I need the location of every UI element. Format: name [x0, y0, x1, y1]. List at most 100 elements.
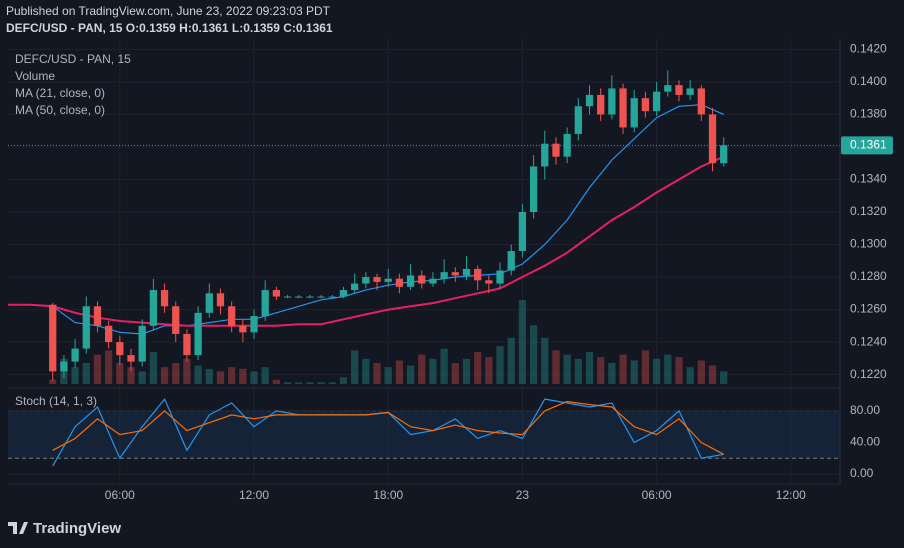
volume-bar [116, 363, 124, 384]
volume-bar [641, 350, 650, 384]
candle-body [183, 333, 191, 356]
candle-body [205, 293, 213, 313]
candle-body [82, 306, 90, 349]
candle-body [574, 106, 582, 134]
candle-body [429, 278, 437, 284]
candle-body [351, 283, 359, 291]
y-tick-label: 0.1300 [850, 237, 887, 251]
volume-bar [317, 382, 325, 384]
candle-body [708, 114, 717, 164]
x-tick-label: 06:00 [642, 488, 672, 502]
candle-body [272, 290, 281, 297]
candle-body [261, 290, 269, 317]
candle-body [228, 306, 236, 326]
volume-bar [686, 367, 694, 384]
candle-body [384, 278, 392, 282]
candle-body [462, 268, 471, 276]
x-tick-label: 18:00 [373, 488, 403, 502]
candle-body [720, 145, 728, 164]
last-price-box [841, 136, 893, 155]
volume-bar [216, 371, 225, 384]
candle-body [362, 277, 370, 284]
volume-bar [720, 371, 728, 384]
plot [8, 70, 840, 467]
candle-body [507, 251, 515, 271]
logo: TradingView [8, 520, 121, 537]
candle-body [563, 133, 571, 157]
volume-bar [384, 367, 392, 384]
candle-body [194, 312, 202, 356]
candle-body [283, 296, 292, 298]
candle-body [60, 361, 68, 372]
candle-body [295, 296, 303, 298]
candle-body [585, 94, 594, 107]
volume-bar [138, 371, 146, 384]
symbol-line: DEFC/USD - PAN, 15 O:0.1359 H:0.1361 L:0… [6, 21, 333, 35]
volume-bar [228, 367, 236, 384]
volume-bar [362, 358, 370, 384]
volume-bar [205, 368, 213, 384]
volume-bar [49, 379, 57, 384]
volume-bar [563, 354, 571, 384]
candle-body [216, 293, 225, 307]
candle-body [373, 277, 381, 282]
candle-body [675, 85, 683, 95]
volume-bar [261, 367, 269, 384]
volume-bar [608, 363, 616, 384]
volume-bar [630, 360, 638, 384]
volume-bar [373, 363, 381, 384]
legend-ma50: MA (50, close, 0) [15, 103, 105, 117]
candle-body [160, 290, 169, 307]
candle-body [686, 88, 694, 95]
legend-ma21: MA (21, close, 0) [15, 86, 105, 100]
candle-body [652, 91, 661, 112]
candle-body [541, 143, 549, 167]
y-tick-label: 0.1280 [850, 269, 887, 283]
published: Published on TradingView.com, June 23, 2… [6, 4, 331, 18]
candle-body [339, 290, 348, 297]
volume-bar [149, 352, 158, 384]
candle-body [608, 88, 616, 115]
y-tick-label: 0.1400 [850, 74, 887, 88]
y-tick-label: 0.1380 [850, 107, 887, 121]
volume-bar [283, 382, 292, 384]
y-tick-label: 0.1220 [850, 367, 887, 381]
candle-body [306, 296, 314, 298]
candle-body [149, 290, 158, 326]
candle-body [406, 275, 415, 287]
volume-bar [708, 365, 717, 384]
candle-body [138, 325, 146, 362]
candle-body [49, 304, 57, 372]
volume-bar [552, 350, 560, 384]
stoch-band-fill [8, 410, 840, 459]
volume-bar [82, 363, 90, 384]
candle-body [71, 348, 79, 362]
volume-bar [105, 350, 113, 384]
volume-bar [160, 367, 169, 384]
legend-stoch: Stoch (14, 1, 3) [15, 394, 97, 408]
volume-bar [664, 354, 672, 384]
volume-bar [127, 367, 135, 384]
x-tick-label: 12:00 [776, 488, 806, 502]
volume-bar [652, 358, 661, 384]
volume-bar [619, 354, 627, 384]
legend-volume: Volume [15, 69, 55, 83]
candle-body [440, 272, 448, 279]
candle-body [418, 275, 426, 284]
volume-bar [406, 365, 415, 384]
y-tick-label: 0.1340 [850, 172, 887, 186]
ma-line [8, 104, 724, 335]
volume-bar [250, 371, 258, 384]
volume-bar [485, 357, 493, 384]
logo-icon [8, 522, 28, 534]
volume-bar [71, 367, 79, 384]
volume-bar [529, 325, 538, 384]
volume-bar [239, 368, 247, 384]
volume-bar [440, 348, 448, 384]
stoch-tick-label: 40.00 [850, 435, 880, 449]
stoch-line [52, 400, 724, 455]
volume-bar [429, 358, 437, 384]
legend-title: DEFC/USD - PAN, 15 [15, 52, 131, 66]
y-tick-label: 0.1260 [850, 302, 887, 316]
